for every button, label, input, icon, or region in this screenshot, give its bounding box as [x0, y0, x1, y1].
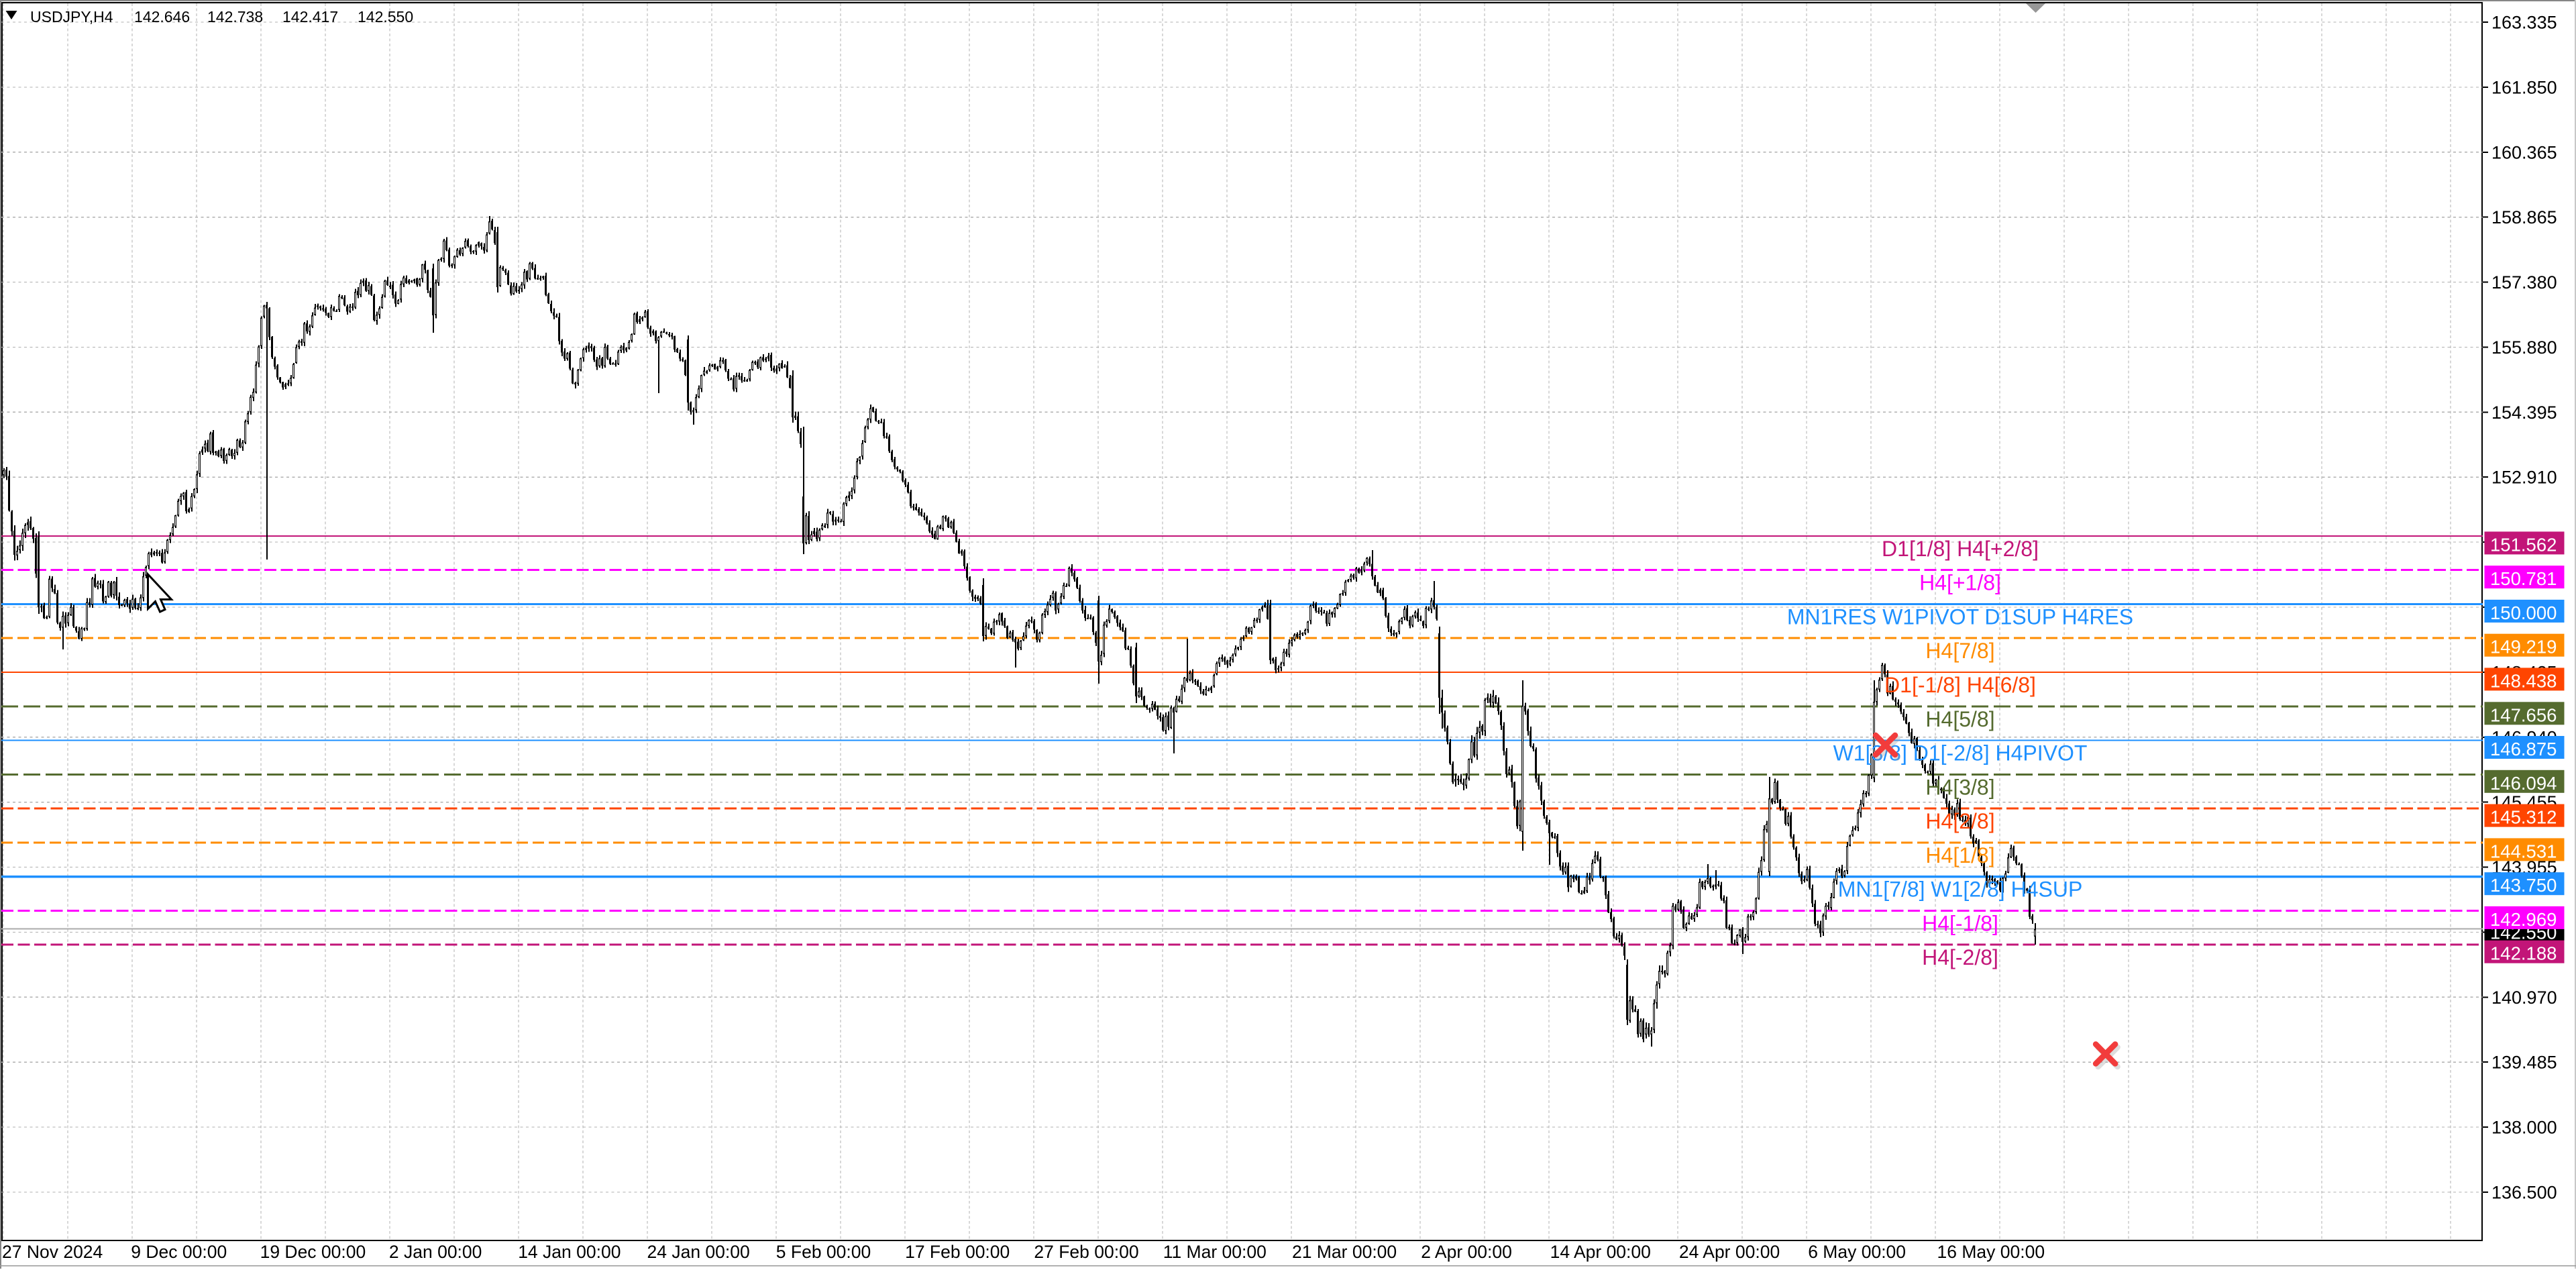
svg-text:USDJPY,H4: USDJPY,H4 [30, 8, 113, 25]
svg-text:142.969: 142.969 [2490, 909, 2557, 930]
svg-text:H4[-1/8]: H4[-1/8] [1922, 911, 1998, 935]
svg-text:150.781: 150.781 [2490, 568, 2557, 589]
svg-text:155.880: 155.880 [2491, 337, 2557, 358]
svg-text:D1[1/8] H4[+2/8]: D1[1/8] H4[+2/8] [1882, 537, 2039, 561]
svg-text:146.094: 146.094 [2490, 773, 2557, 794]
svg-text:142.188: 142.188 [2490, 943, 2557, 964]
svg-text:140.970: 140.970 [2491, 988, 2557, 1008]
svg-text:139.485: 139.485 [2491, 1053, 2557, 1073]
svg-text:142.646: 142.646 [134, 8, 190, 25]
svg-text:14 Apr 00:00: 14 Apr 00:00 [1550, 1242, 1651, 1262]
svg-text:D1[-1/8] H4[6/8]: D1[-1/8] H4[6/8] [1884, 673, 2036, 697]
svg-text:143.750: 143.750 [2490, 875, 2557, 896]
svg-text:147.656: 147.656 [2490, 704, 2557, 725]
svg-text:H4[-2/8]: H4[-2/8] [1922, 945, 1998, 969]
svg-text:24 Jan 00:00: 24 Jan 00:00 [647, 1242, 750, 1262]
svg-text:2 Jan 00:00: 2 Jan 00:00 [389, 1242, 482, 1262]
svg-text:136.500: 136.500 [2491, 1183, 2557, 1203]
svg-text:H4[7/8]: H4[7/8] [1925, 639, 1994, 663]
svg-text:2 Apr 00:00: 2 Apr 00:00 [1421, 1242, 1512, 1262]
svg-text:W1[3/8] D1[-2/8] H4PIVOT: W1[3/8] D1[-2/8] H4PIVOT [1833, 741, 2088, 765]
svg-text:160.365: 160.365 [2491, 142, 2557, 162]
svg-text:H4[+1/8]: H4[+1/8] [1919, 571, 2001, 595]
svg-text:157.380: 157.380 [2491, 272, 2557, 293]
svg-text:17 Feb 00:00: 17 Feb 00:00 [905, 1242, 1010, 1262]
svg-text:148.438: 148.438 [2490, 670, 2557, 691]
svg-text:142.738: 142.738 [207, 8, 263, 25]
svg-text:161.850: 161.850 [2491, 77, 2557, 97]
svg-text:H4[3/8]: H4[3/8] [1925, 775, 1994, 799]
svg-text:6 May 00:00: 6 May 00:00 [1808, 1242, 1906, 1262]
svg-text:24 Apr 00:00: 24 Apr 00:00 [1679, 1242, 1780, 1262]
svg-text:H4[1/8]: H4[1/8] [1925, 843, 1994, 867]
svg-text:19 Dec 00:00: 19 Dec 00:00 [260, 1242, 366, 1262]
svg-text:142.550: 142.550 [358, 8, 413, 25]
svg-text:138.000: 138.000 [2491, 1118, 2557, 1138]
svg-text:149.219: 149.219 [2490, 637, 2557, 657]
svg-text:158.865: 158.865 [2491, 207, 2557, 227]
svg-text:5 Feb 00:00: 5 Feb 00:00 [776, 1242, 871, 1262]
svg-text:27 Feb 00:00: 27 Feb 00:00 [1034, 1242, 1138, 1262]
svg-text:27 Nov 2024: 27 Nov 2024 [2, 1242, 103, 1262]
svg-text:144.531: 144.531 [2490, 841, 2557, 861]
svg-text:MN1RES W1PIVOT D1SUP H4RES: MN1RES W1PIVOT D1SUP H4RES [1787, 604, 2133, 629]
svg-text:9 Dec 00:00: 9 Dec 00:00 [131, 1242, 227, 1262]
svg-text:H4[5/8]: H4[5/8] [1925, 707, 1994, 731]
svg-text:150.000: 150.000 [2490, 602, 2557, 623]
svg-text:11 Mar 00:00: 11 Mar 00:00 [1163, 1242, 1267, 1262]
svg-text:152.910: 152.910 [2491, 468, 2557, 488]
svg-text:145.312: 145.312 [2490, 807, 2557, 828]
svg-text:16 May 00:00: 16 May 00:00 [1937, 1242, 2045, 1262]
svg-text:H4[2/8]: H4[2/8] [1925, 809, 1994, 833]
svg-text:154.395: 154.395 [2491, 403, 2557, 423]
svg-text:151.562: 151.562 [2490, 534, 2557, 555]
svg-text:142.417: 142.417 [282, 8, 338, 25]
svg-text:163.335: 163.335 [2491, 13, 2557, 33]
svg-text:21 Mar 00:00: 21 Mar 00:00 [1292, 1242, 1397, 1262]
svg-text:146.875: 146.875 [2490, 739, 2557, 759]
svg-text:14 Jan 00:00: 14 Jan 00:00 [518, 1242, 621, 1262]
svg-text:MN1[7/8] W1[2/8] H4SUP: MN1[7/8] W1[2/8] H4SUP [1838, 878, 2083, 902]
